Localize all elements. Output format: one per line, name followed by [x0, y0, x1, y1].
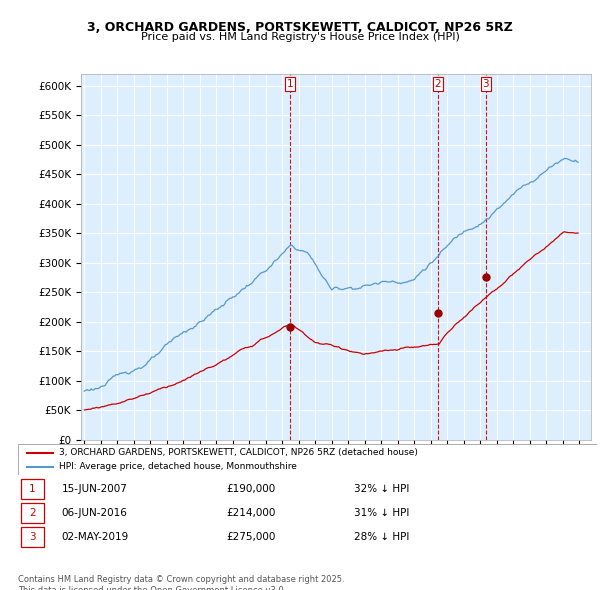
Text: 3, ORCHARD GARDENS, PORTSKEWETT, CALDICOT, NP26 5RZ: 3, ORCHARD GARDENS, PORTSKEWETT, CALDICO… — [87, 21, 513, 34]
Text: 2: 2 — [29, 508, 36, 518]
FancyBboxPatch shape — [21, 478, 44, 499]
Text: 31% ↓ HPI: 31% ↓ HPI — [354, 508, 409, 518]
Text: 3: 3 — [29, 532, 36, 542]
Text: HPI: Average price, detached house, Monmouthshire: HPI: Average price, detached house, Monm… — [59, 462, 296, 471]
Text: 32% ↓ HPI: 32% ↓ HPI — [354, 484, 409, 494]
Text: £190,000: £190,000 — [226, 484, 275, 494]
Text: £214,000: £214,000 — [226, 508, 276, 518]
Text: 3, ORCHARD GARDENS, PORTSKEWETT, CALDICOT, NP26 5RZ (detached house): 3, ORCHARD GARDENS, PORTSKEWETT, CALDICO… — [59, 448, 418, 457]
Text: 1: 1 — [29, 484, 36, 494]
Text: Contains HM Land Registry data © Crown copyright and database right 2025.
This d: Contains HM Land Registry data © Crown c… — [18, 575, 344, 590]
Text: 06-JUN-2016: 06-JUN-2016 — [61, 508, 127, 518]
FancyBboxPatch shape — [21, 503, 44, 523]
Text: 2: 2 — [435, 79, 442, 89]
Text: 15-JUN-2007: 15-JUN-2007 — [61, 484, 127, 494]
Text: 3: 3 — [482, 79, 489, 89]
Text: £275,000: £275,000 — [226, 532, 276, 542]
Text: 02-MAY-2019: 02-MAY-2019 — [61, 532, 128, 542]
Text: Price paid vs. HM Land Registry's House Price Index (HPI): Price paid vs. HM Land Registry's House … — [140, 32, 460, 42]
FancyBboxPatch shape — [21, 527, 44, 548]
Text: 1: 1 — [287, 79, 293, 89]
Text: 28% ↓ HPI: 28% ↓ HPI — [354, 532, 409, 542]
